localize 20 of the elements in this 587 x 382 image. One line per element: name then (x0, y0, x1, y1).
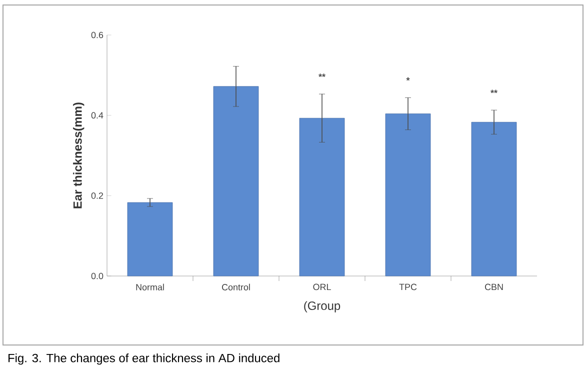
y-axis-title: Ear thickness(mm) (73, 102, 84, 208)
annotation: ** (490, 90, 498, 94)
annotation: * (406, 77, 410, 81)
x-tick-label: ORL (313, 284, 331, 290)
annotation: ** (318, 74, 326, 78)
x-tick-label: Control (222, 284, 250, 290)
bar (127, 202, 173, 276)
bar (471, 122, 517, 276)
caption: Fig. 3. The changes of ear thickness in AD induced (8, 354, 280, 365)
y-tick-label: 0.2 (91, 192, 104, 199)
y-tick-label: 0.6 (91, 32, 104, 38)
x-axis-title: (Group (304, 301, 340, 312)
y-tick-label: 0.4 (91, 112, 104, 119)
y-tick-label: 0.0 (91, 272, 104, 280)
x-tick-label: TPC (399, 284, 417, 290)
bar (213, 86, 259, 276)
bar (299, 118, 345, 276)
x-tick-label: Normal (136, 284, 164, 290)
x-tick-label: CBN (484, 284, 503, 290)
bar (385, 114, 431, 276)
